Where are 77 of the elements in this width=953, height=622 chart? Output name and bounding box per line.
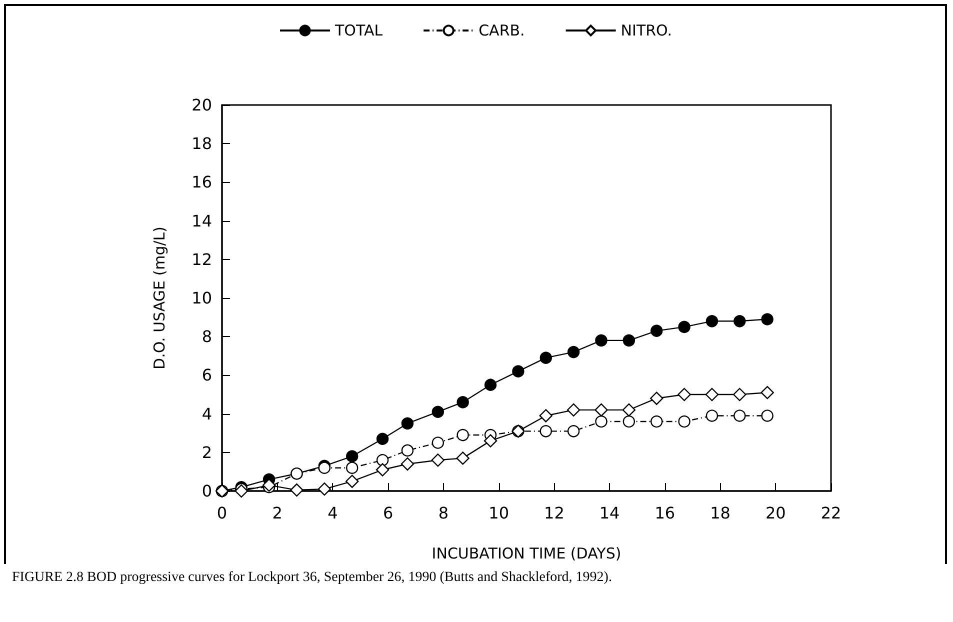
point bbox=[761, 313, 774, 326]
point bbox=[760, 386, 774, 400]
y-tick-label: 12 bbox=[192, 250, 212, 269]
x-tick-label: 4 bbox=[328, 504, 338, 522]
y-tick-label: 20 bbox=[192, 96, 212, 114]
x-tick-label: 12 bbox=[544, 504, 564, 522]
point bbox=[567, 346, 580, 358]
point bbox=[376, 463, 390, 476]
y-tick-label: 10 bbox=[192, 288, 212, 308]
caption: FIGURE 2.8 BOD progressive curves for Lockport 36, September 26, 1990 (Butts and Shackleford, 1992). bbox=[12, 570, 612, 586]
x-tick-label: 18 bbox=[710, 504, 730, 522]
y-tick-label: 0 bbox=[202, 482, 212, 500]
point bbox=[346, 474, 359, 488]
point bbox=[400, 457, 414, 471]
x-tick-label: 22 bbox=[820, 504, 842, 522]
x-tick-label: 10 bbox=[488, 504, 509, 522]
legend-label: CARB. bbox=[478, 22, 525, 40]
point bbox=[456, 396, 469, 408]
point bbox=[262, 478, 276, 492]
point bbox=[678, 320, 690, 334]
point bbox=[456, 428, 469, 442]
point bbox=[705, 388, 719, 402]
point bbox=[595, 334, 608, 347]
point bbox=[761, 410, 774, 422]
point bbox=[594, 403, 608, 417]
point bbox=[622, 415, 636, 428]
y-tick-label: 16 bbox=[192, 172, 212, 192]
x-axis-title: INCUBATION TIME (DAYS) bbox=[432, 544, 622, 562]
point bbox=[539, 409, 552, 422]
point bbox=[401, 417, 414, 430]
x-tick-label: 16 bbox=[654, 504, 676, 522]
point bbox=[540, 352, 552, 364]
y-axis-title: D.O. USAGE (mg/L) bbox=[150, 226, 168, 370]
x-tick-label: 20 bbox=[765, 504, 786, 522]
point bbox=[234, 484, 248, 498]
point bbox=[566, 403, 580, 417]
legend-label: TOTAL bbox=[334, 22, 384, 40]
point bbox=[734, 410, 746, 422]
point bbox=[432, 406, 444, 418]
point bbox=[595, 415, 608, 428]
point bbox=[650, 415, 663, 428]
point bbox=[567, 425, 580, 438]
point bbox=[650, 324, 663, 337]
y-tick-label: 2 bbox=[202, 442, 212, 462]
point bbox=[376, 432, 389, 445]
point bbox=[650, 392, 664, 405]
point bbox=[622, 403, 636, 417]
point bbox=[484, 434, 498, 448]
point bbox=[678, 388, 691, 402]
x-tick-label: 2 bbox=[272, 504, 282, 522]
point bbox=[706, 410, 718, 422]
point bbox=[318, 482, 332, 496]
point bbox=[733, 388, 746, 402]
point bbox=[734, 315, 746, 328]
y-tick-label: 14 bbox=[192, 211, 212, 230]
x-tick-label: 8 bbox=[438, 504, 449, 522]
y-tick-label: 4 bbox=[202, 404, 212, 424]
point bbox=[512, 365, 524, 378]
point bbox=[290, 483, 304, 497]
point bbox=[346, 450, 358, 462]
x-tick-label: 6 bbox=[382, 504, 394, 522]
x-tick-label: 0 bbox=[216, 504, 228, 522]
y-tick-label: 8 bbox=[202, 327, 212, 346]
point bbox=[401, 444, 414, 457]
point bbox=[622, 334, 636, 347]
y-tick-label: 18 bbox=[192, 134, 212, 154]
point bbox=[431, 454, 445, 467]
point bbox=[540, 425, 552, 438]
point bbox=[346, 462, 358, 474]
x-tick-label: 14 bbox=[599, 504, 620, 522]
point bbox=[484, 378, 497, 391]
y-tick-label: 6 bbox=[202, 366, 212, 385]
point bbox=[706, 315, 718, 328]
point bbox=[456, 452, 470, 465]
legend-label: NITRO. bbox=[620, 22, 672, 40]
point bbox=[432, 436, 444, 449]
point bbox=[678, 415, 690, 428]
